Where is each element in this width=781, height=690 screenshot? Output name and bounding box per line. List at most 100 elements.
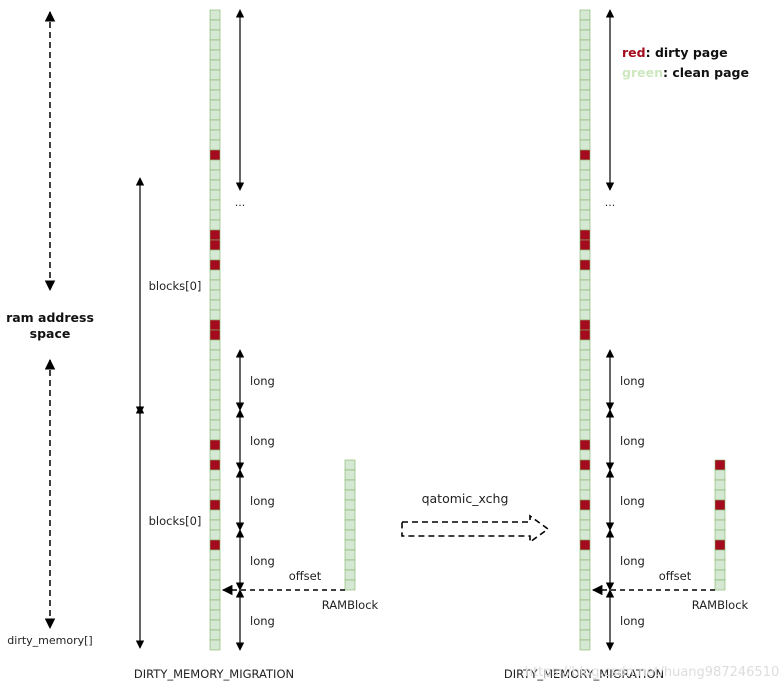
bitmap-left-dirty-cell xyxy=(209,499,221,511)
bitmap-right-clean-cell xyxy=(579,99,591,111)
ramblock-right-dirty-cell xyxy=(714,459,726,471)
bitmap-left-clean-cell xyxy=(209,129,221,141)
ellipsis-right: ... xyxy=(605,196,616,209)
bitmap-left-clean-cell xyxy=(209,569,221,581)
bitmap-left-clean-cell xyxy=(209,19,221,31)
dirty-bitmap-right xyxy=(579,9,591,651)
bitmap-left-clean-cell xyxy=(209,209,221,221)
bitmap-left-clean-cell xyxy=(209,169,221,181)
long-label: long xyxy=(250,434,275,448)
bitmap-left-clean-cell xyxy=(209,199,221,211)
offset-label-right: offset xyxy=(659,569,692,583)
bitmap-right-clean-cell xyxy=(579,169,591,181)
bitmap-right-clean-cell xyxy=(579,279,591,291)
dirty-memory-label: dirty_memory[] xyxy=(7,634,92,647)
bitmap-left-clean-cell xyxy=(209,79,221,91)
long-label: long xyxy=(620,494,645,508)
bitmap-left-clean-cell xyxy=(209,159,221,171)
bitmap-left-dirty-cell xyxy=(209,149,221,161)
ramblock-right-clean-cell xyxy=(714,519,726,531)
ramblock-left-clean-cell xyxy=(344,559,356,571)
ramblock-left-clean-cell xyxy=(344,489,356,501)
long-label: long xyxy=(250,614,275,628)
bitmap-right-dirty-cell xyxy=(579,439,591,451)
long-label: long xyxy=(250,554,275,568)
bitmap-left-clean-cell xyxy=(209,389,221,401)
ramblock-left-clean-cell xyxy=(344,529,356,541)
bitmap-right-clean-cell xyxy=(579,569,591,581)
bitmap-right-clean-cell xyxy=(579,359,591,371)
bitmap-right-clean-cell xyxy=(579,159,591,171)
legend-red: red: dirty page xyxy=(622,45,728,60)
bitmap-left-clean-cell xyxy=(209,559,221,571)
legend-green-word: green xyxy=(622,65,663,80)
bitmap-right-clean-cell xyxy=(579,59,591,71)
bitmap-left-clean-cell xyxy=(209,339,221,351)
bitmap-right-clean-cell xyxy=(579,519,591,531)
ramblock-right-clean-cell xyxy=(714,549,726,561)
bitmap-right-clean-cell xyxy=(579,199,591,211)
bitmap-right-clean-cell xyxy=(579,369,591,381)
bitmap-right-clean-cell xyxy=(579,559,591,571)
bitmap-right-clean-cell xyxy=(579,479,591,491)
bitmap-right-clean-cell xyxy=(579,509,591,521)
ramblock-left-clean-cell xyxy=(344,509,356,521)
bitmap-left-clean-cell xyxy=(209,589,221,601)
bitmap-right-clean-cell xyxy=(579,19,591,31)
bitmap-right-clean-cell xyxy=(579,289,591,301)
bitmap-right-clean-cell xyxy=(579,549,591,561)
bitmap-right-clean-cell xyxy=(579,129,591,141)
bitmap-left-clean-cell xyxy=(209,359,221,371)
watermark: https://blog.csdn.net/huang987246510 xyxy=(525,665,779,680)
bitmap-left-clean-cell xyxy=(209,349,221,361)
ram-address-space-label-1: ram address xyxy=(6,310,94,325)
bitmap-left-clean-cell xyxy=(209,289,221,301)
bitmap-right-clean-cell xyxy=(579,69,591,81)
bitmap-left-clean-cell xyxy=(209,629,221,641)
bitmap-left-clean-cell xyxy=(209,529,221,541)
bitmap-right-clean-cell xyxy=(579,119,591,131)
bitmap-right-clean-cell xyxy=(579,9,591,21)
bitmap-right-clean-cell xyxy=(579,449,591,461)
ramblock-left-clean-cell xyxy=(344,479,356,491)
ramblock-right-clean-cell xyxy=(714,489,726,501)
dirty-bitmap-left xyxy=(209,9,221,651)
bitmap-right-clean-cell xyxy=(579,399,591,411)
bitmap-right-clean-cell xyxy=(579,489,591,501)
ramblock-left-clean-cell xyxy=(344,499,356,511)
bitmap-left-clean-cell xyxy=(209,429,221,441)
bitmap-right-dirty-cell xyxy=(579,149,591,161)
bitmap-left-clean-cell xyxy=(209,49,221,61)
bitmap-right-clean-cell xyxy=(579,599,591,611)
long-label: long xyxy=(620,434,645,448)
bitmap-left-dirty-cell xyxy=(209,239,221,251)
bitmap-right-dirty-cell xyxy=(579,319,591,331)
ramblock-right-clean-cell xyxy=(714,569,726,581)
bitmap-left-clean-cell xyxy=(209,609,221,621)
ramblock-left-clean-cell xyxy=(344,469,356,481)
bitmap-left-clean-cell xyxy=(209,69,221,81)
bitmap-right-clean-cell xyxy=(579,39,591,51)
bitmap-left-clean-cell xyxy=(209,579,221,591)
bitmap-left-clean-cell xyxy=(209,59,221,71)
bottom-label-left: DIRTY_MEMORY_MIGRATION xyxy=(134,667,294,681)
bitmap-right-dirty-cell xyxy=(579,539,591,551)
ramblock-right-clean-cell xyxy=(714,579,726,591)
blocks-bottom-label: blocks[0] xyxy=(149,514,202,528)
bitmap-left-dirty-cell xyxy=(209,319,221,331)
bitmap-left-clean-cell xyxy=(209,399,221,411)
bitmap-right-clean-cell xyxy=(579,139,591,151)
qatomic-xchg-arrow xyxy=(401,514,550,544)
bitmap-left-clean-cell xyxy=(209,9,221,21)
bitmap-left-clean-cell xyxy=(209,379,221,391)
long-label: long xyxy=(250,494,275,508)
legend-red-word: red xyxy=(622,45,646,60)
ramblock-left-clean-cell xyxy=(344,569,356,581)
bitmap-right-clean-cell xyxy=(579,109,591,121)
bitmap-right-clean-cell xyxy=(579,269,591,281)
bitmap-left-clean-cell xyxy=(209,219,221,231)
bitmap-left-clean-cell xyxy=(209,99,221,111)
bitmap-left-clean-cell xyxy=(209,109,221,121)
ramblock-left-clean-cell xyxy=(344,459,356,471)
